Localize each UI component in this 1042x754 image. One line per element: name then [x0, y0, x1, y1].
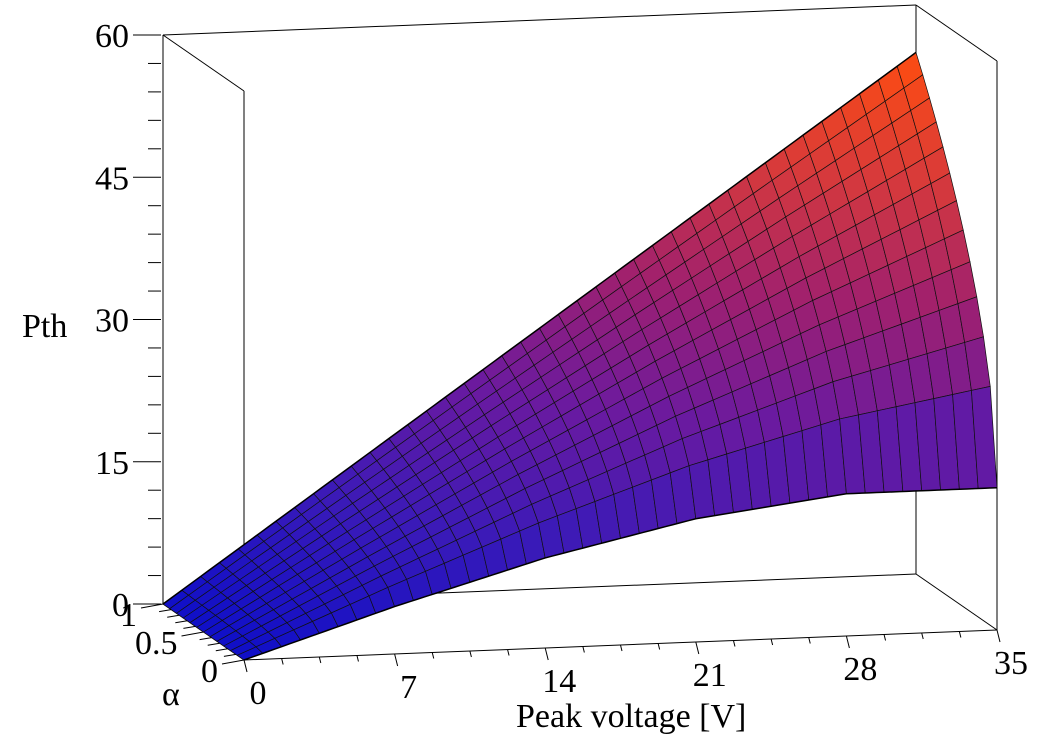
- x-tick-mark: [243, 659, 248, 673]
- x-minor-tick: [958, 631, 962, 638]
- box-edge: [915, 4, 998, 62]
- alpha-minor-tick: [199, 637, 212, 641]
- x-axis: 0 7 14 21 28 35: [243, 629, 1028, 712]
- z-axis-title: Pth: [22, 308, 67, 345]
- x-minor-tick: [921, 632, 924, 640]
- box-edge: [915, 573, 998, 631]
- x-tick-mark: [996, 629, 1001, 643]
- z-tick-label: 0: [112, 587, 129, 624]
- alpha-tick-label: 0.5: [135, 625, 178, 662]
- x-tick-label: 7: [400, 669, 417, 706]
- alpha-tick-mark: [181, 631, 204, 637]
- z-tick-label: 45: [95, 160, 129, 197]
- surface-front-edge: [243, 487, 998, 661]
- alpha-minor-tick: [183, 625, 196, 629]
- alpha-minor-tick: [167, 614, 180, 618]
- alpha-minor-tick: [223, 653, 236, 657]
- z-tick-label: 30: [95, 303, 129, 340]
- x-tick-mark: [394, 653, 399, 667]
- alpha-tick-label: 0: [201, 653, 218, 690]
- x-tick-label: 28: [843, 651, 877, 688]
- box-edge: [162, 34, 245, 92]
- x-minor-tick: [318, 656, 322, 664]
- x-minor-tick: [620, 644, 623, 652]
- z-axis: 0 15 30 45 60: [95, 18, 161, 624]
- x-minor-tick: [582, 646, 585, 653]
- alpha-minor-tick: [159, 609, 172, 613]
- surface-back-edge: [162, 51, 917, 605]
- x-minor-tick: [431, 652, 435, 659]
- x-tick-label: 0: [250, 675, 267, 712]
- x-tick-mark: [695, 641, 700, 655]
- x-minor-tick: [808, 637, 811, 644]
- surface-mesh: [162, 51, 998, 661]
- z-tick-label: 60: [95, 18, 129, 55]
- alpha-minor-tick: [215, 648, 228, 652]
- x-tick-mark: [544, 647, 549, 661]
- x-minor-tick: [281, 658, 284, 665]
- alpha-tick-mark: [140, 603, 164, 609]
- x-tick-label: 35: [994, 645, 1028, 682]
- x-tick-label: 14: [542, 663, 576, 700]
- x-tick-label: 21: [693, 657, 727, 694]
- x-minor-tick: [883, 634, 887, 641]
- x-minor-tick: [657, 643, 661, 650]
- alpha-axis: 00.51: [120, 597, 245, 690]
- x-axis-title: Peak voltage [V]: [516, 698, 746, 735]
- x-minor-tick: [770, 638, 774, 646]
- alpha-minor-tick: [207, 642, 220, 646]
- alpha-axis-title: α: [162, 676, 180, 713]
- x-minor-tick: [732, 640, 736, 647]
- x-minor-tick: [507, 649, 510, 656]
- x-tick-mark: [845, 635, 850, 649]
- box-edge: [162, 4, 917, 36]
- z-tick-label: 15: [95, 445, 129, 482]
- alpha-tick-label: 1: [120, 597, 137, 634]
- x-minor-tick: [356, 655, 359, 662]
- alpha-tick-mark: [221, 659, 245, 665]
- x-minor-tick: [469, 650, 472, 658]
- alpha-minor-tick: [175, 620, 188, 624]
